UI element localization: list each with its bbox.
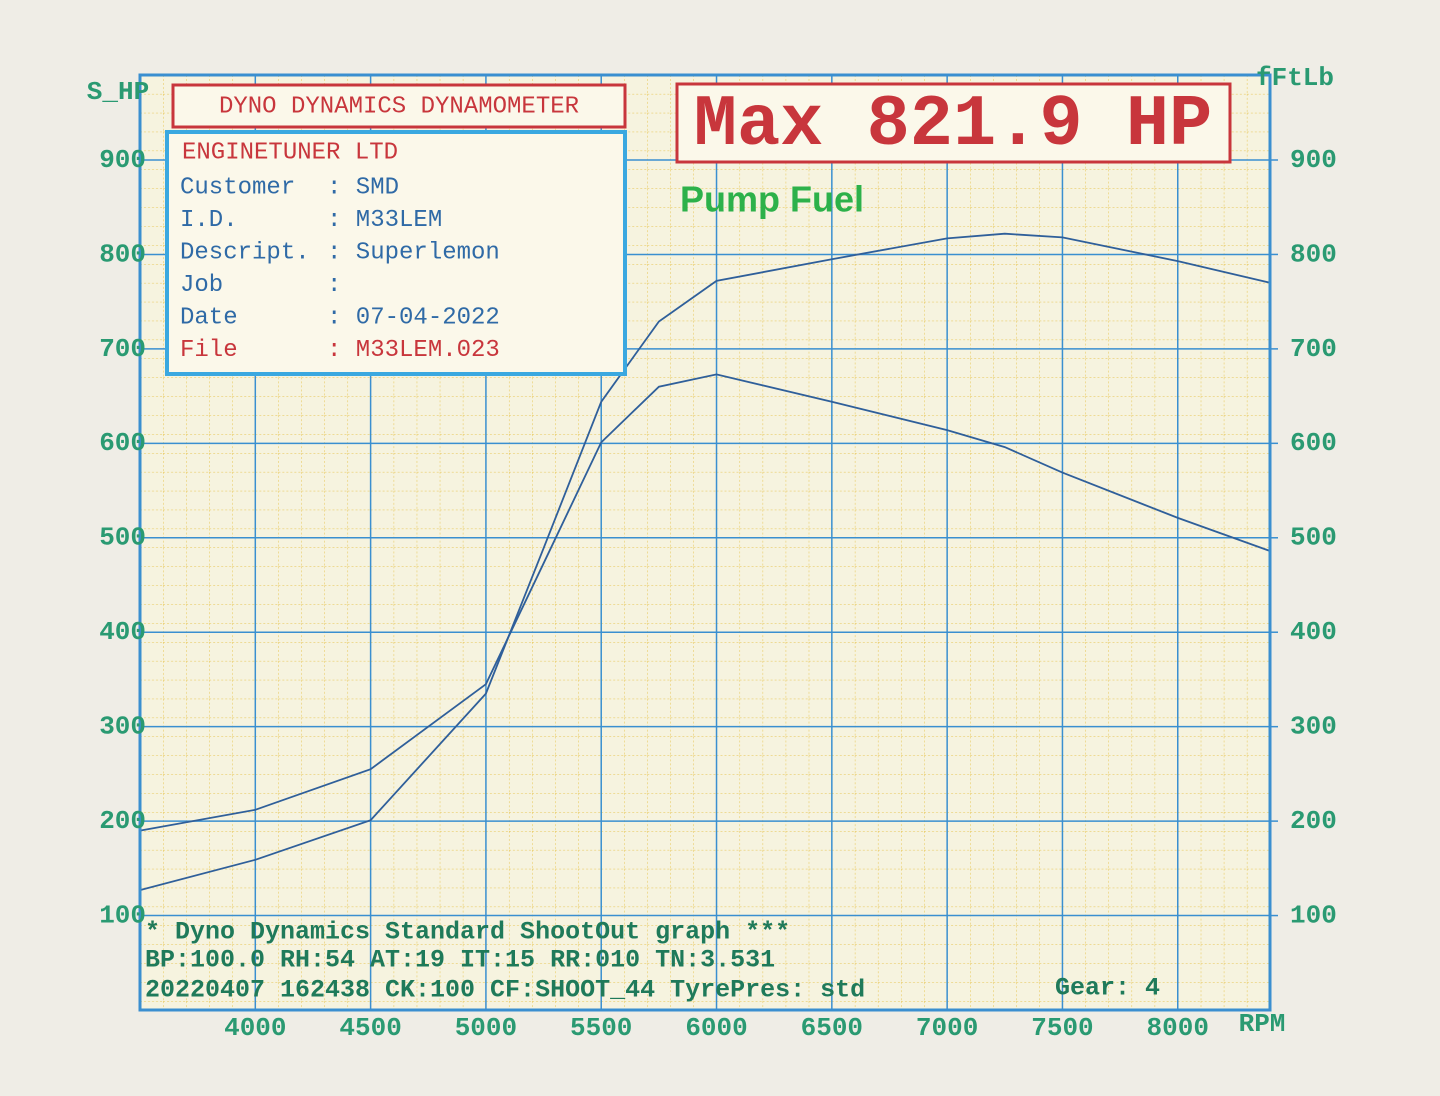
info-label: Job [180, 272, 223, 299]
curve [139, 373, 1271, 832]
footer: * Dyno Dynamics Standard ShootOut graph … [145, 918, 1160, 1005]
header-box [171, 83, 627, 129]
company: ENGINETUNER LTD [182, 139, 398, 166]
x-tick-label: 7500 [1031, 1013, 1093, 1043]
info-value: : [327, 272, 341, 299]
y2-tick-label: 900 [1290, 145, 1337, 175]
x-tick-label: 8000 [1147, 1013, 1209, 1043]
y-tick-label: 500 [99, 523, 146, 553]
info-label: I.D. [180, 207, 238, 234]
info-value: : SMD [327, 174, 399, 201]
y-tick-label: 400 [99, 617, 146, 647]
max-box [675, 82, 1232, 164]
info-label: Customer [180, 174, 295, 201]
y-tick-label: 100 [99, 900, 146, 930]
y2-tick-label: 300 [1290, 712, 1337, 742]
y-tick-label: 200 [99, 806, 146, 836]
y2-tick-label: 500 [1290, 523, 1337, 553]
plot-frame [138, 73, 1272, 1012]
y-tick-label: 800 [99, 239, 146, 269]
info-value: : M33LEM.023 [327, 337, 500, 364]
x-tick-label: 4000 [224, 1013, 286, 1043]
y2-tick-label: 600 [1290, 428, 1337, 458]
info-label: Descript. [180, 239, 310, 266]
y2-axis-label: fFtLb [1256, 63, 1334, 93]
y-tick-label: 300 [99, 712, 146, 742]
curves [139, 232, 1271, 891]
y-tick-label: 600 [99, 428, 146, 458]
footer-line: BP:100.0 RH:54 AT:19 IT:15 RR:010 TN:3.5… [145, 946, 775, 975]
info-value: : 07-04-2022 [327, 304, 500, 331]
y-tick-label: 900 [99, 145, 146, 175]
y2-tick-label: 800 [1290, 239, 1337, 269]
curve [139, 232, 1271, 891]
annotation: Pump Fuel [680, 179, 864, 220]
x-tick-label: 6500 [801, 1013, 863, 1043]
x-tick-label: 5000 [455, 1013, 517, 1043]
info-label: Date [180, 304, 238, 331]
x-tick-label: 4500 [339, 1013, 401, 1043]
header: DYNO DYNAMICS DYNAMOMETER [219, 93, 579, 120]
y2-tick-label: 100 [1290, 900, 1337, 930]
footer-line: * Dyno Dynamics Standard ShootOut graph … [145, 918, 790, 947]
info-box [165, 130, 627, 376]
x-axis-label: RPM [1239, 1009, 1286, 1039]
y-axis-label: S_HP [87, 77, 149, 107]
footer-line: 20220407 162438 CK:100 CF:SHOOT_44 TyreP… [145, 976, 865, 1005]
x-tick-label: 5500 [570, 1013, 632, 1043]
info-value: : M33LEM [327, 207, 442, 234]
max-title: Max 821.9 HP [694, 84, 1212, 166]
y2-tick-label: 400 [1290, 617, 1337, 647]
y2-tick-label: 700 [1290, 334, 1337, 364]
info-value: : Superlemon [327, 239, 500, 266]
x-tick-label: 7000 [916, 1013, 978, 1043]
footer-line: Gear: 4 [1055, 974, 1160, 1003]
info-label: File [180, 337, 238, 364]
info-fields: Customer : SMD I.D. : M33LEM Descript. : Supe… [180, 174, 500, 364]
x-tick-label: 6000 [685, 1013, 747, 1043]
y-tick-label: 700 [99, 334, 146, 364]
y2-tick-label: 200 [1290, 806, 1337, 836]
